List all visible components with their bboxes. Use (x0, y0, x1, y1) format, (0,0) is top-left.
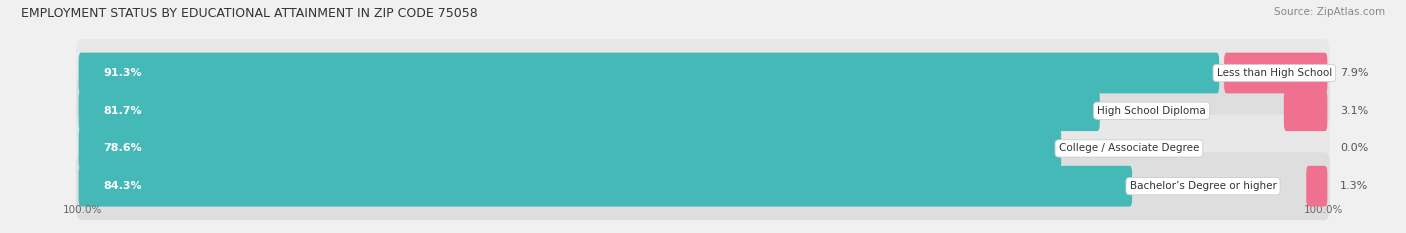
Text: 78.6%: 78.6% (104, 144, 142, 154)
FancyBboxPatch shape (1284, 90, 1327, 131)
Text: 0.0%: 0.0% (1340, 144, 1368, 154)
FancyBboxPatch shape (79, 166, 1132, 206)
Text: 91.3%: 91.3% (104, 68, 142, 78)
FancyBboxPatch shape (1225, 53, 1327, 93)
Text: 3.1%: 3.1% (1340, 106, 1368, 116)
Text: College / Associate Degree: College / Associate Degree (1059, 144, 1199, 154)
Text: High School Diploma: High School Diploma (1097, 106, 1206, 116)
Text: Bachelor’s Degree or higher: Bachelor’s Degree or higher (1129, 181, 1277, 191)
FancyBboxPatch shape (79, 128, 1062, 169)
Text: Source: ZipAtlas.com: Source: ZipAtlas.com (1274, 7, 1385, 17)
Text: 1.3%: 1.3% (1340, 181, 1368, 191)
Text: EMPLOYMENT STATUS BY EDUCATIONAL ATTAINMENT IN ZIP CODE 75058: EMPLOYMENT STATUS BY EDUCATIONAL ATTAINM… (21, 7, 478, 20)
FancyBboxPatch shape (76, 114, 1330, 182)
Text: 81.7%: 81.7% (104, 106, 142, 116)
FancyBboxPatch shape (76, 152, 1330, 220)
FancyBboxPatch shape (79, 90, 1099, 131)
Text: 100.0%: 100.0% (1305, 205, 1344, 215)
FancyBboxPatch shape (79, 53, 1219, 93)
Text: 100.0%: 100.0% (62, 205, 101, 215)
FancyBboxPatch shape (1306, 166, 1327, 206)
FancyBboxPatch shape (76, 39, 1330, 107)
Text: 84.3%: 84.3% (104, 181, 142, 191)
Text: Less than High School: Less than High School (1216, 68, 1331, 78)
Text: 7.9%: 7.9% (1340, 68, 1368, 78)
FancyBboxPatch shape (76, 77, 1330, 145)
